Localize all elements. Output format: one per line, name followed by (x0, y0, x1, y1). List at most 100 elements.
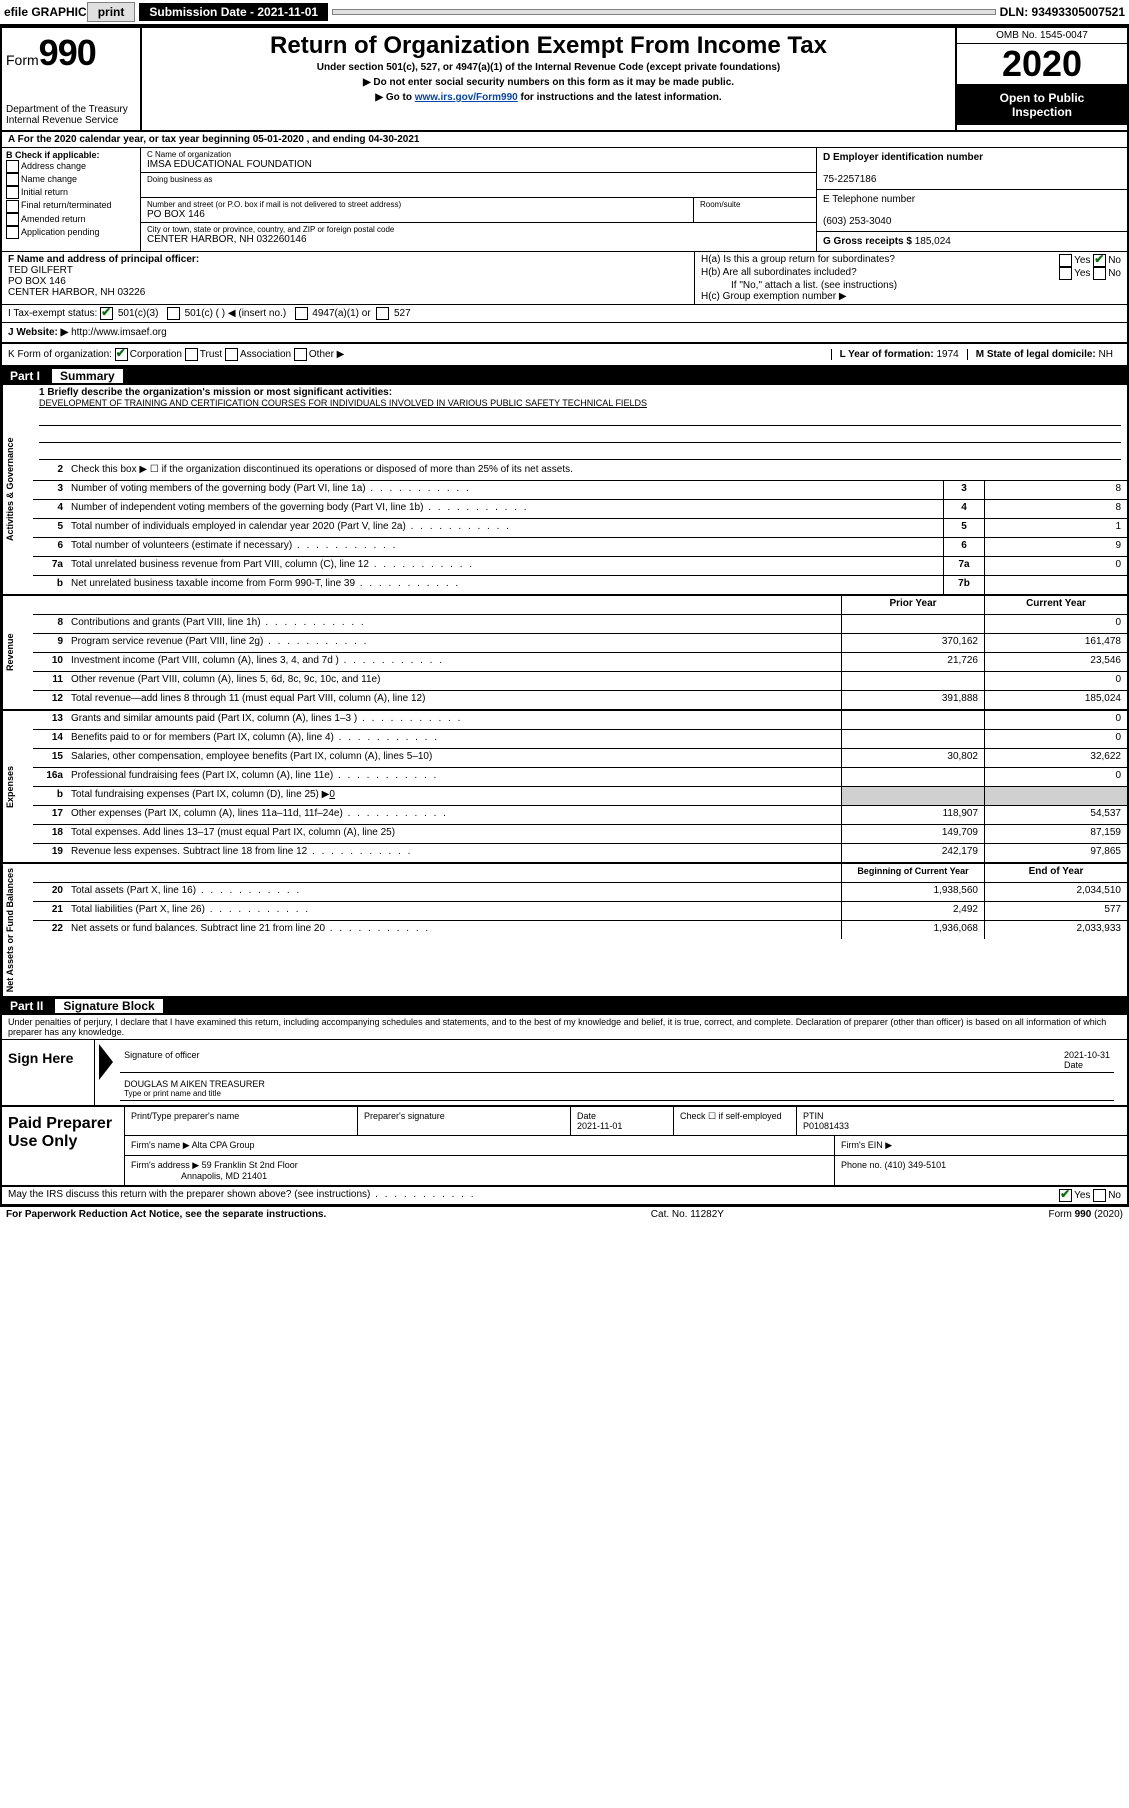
cb-4947[interactable] (295, 307, 308, 320)
sig-officer-lbl: Signature of officer (124, 1050, 199, 1070)
rev-col-hdr: Prior Year Current Year (33, 596, 1127, 615)
blank-line-2 (39, 428, 1121, 443)
form-title: Return of Organization Exempt From Incom… (150, 32, 947, 60)
hdr-end: End of Year (984, 864, 1127, 882)
row-7b: bNet unrelated business taxable income f… (33, 576, 1127, 594)
ptin-cell: PTINP01081433 (797, 1107, 1127, 1135)
p17: 118,907 (841, 806, 984, 824)
opt-final-return[interactable]: Final return/terminated (6, 199, 136, 212)
l14: Benefits paid to or for members (Part IX… (67, 730, 841, 748)
gov-sidelabel: Activities & Governance (2, 385, 33, 594)
l20: Total assets (Part X, line 16) (67, 883, 841, 901)
row-14: 14Benefits paid to or for members (Part … (33, 730, 1127, 749)
c16a: 0 (984, 768, 1127, 786)
l1-label: 1 Briefly describe the organization's mi… (39, 387, 392, 398)
c-name-cell: C Name of organization IMSA EDUCATIONAL … (141, 148, 816, 173)
row-a-period: A For the 2020 calendar year, or tax yea… (2, 132, 1127, 148)
l9: Program service revenue (Part VIII, line… (67, 634, 841, 652)
row-2: 2 Check this box ▶ ☐ if the organization… (33, 462, 1127, 481)
city-value: CENTER HARBOR, NH 032260146 (147, 234, 810, 245)
room-label: Room/suite (700, 200, 810, 209)
footer-line: For Paperwork Reduction Act Notice, see … (0, 1207, 1129, 1222)
l13: Grants and similar amounts paid (Part IX… (67, 711, 841, 729)
print-button[interactable]: print (87, 2, 136, 22)
c12: 185,024 (984, 691, 1127, 709)
cb-501c3[interactable] (100, 307, 113, 320)
phone-label: E Telephone number (823, 194, 915, 205)
c15: 32,622 (984, 749, 1127, 767)
goto-suffix: for instructions and the latest informat… (518, 92, 722, 103)
firm-phone: Phone no. (410) 349-5101 (835, 1156, 1127, 1185)
p12: 391,888 (841, 691, 984, 709)
form-container: Form990 Department of the Treasury Inter… (0, 26, 1129, 1207)
header-mid: Return of Organization Exempt From Incom… (142, 28, 955, 130)
arrow-icon (99, 1044, 113, 1080)
cb-trust[interactable] (185, 348, 198, 361)
irs-link[interactable]: www.irs.gov/Form990 (415, 92, 518, 103)
omb-number: OMB No. 1545-0047 (957, 28, 1127, 44)
cb-assoc[interactable] (225, 348, 238, 361)
section-revenue: Revenue Prior Year Current Year 8Contrib… (2, 596, 1127, 711)
ha-answer: Yes No (1059, 254, 1121, 267)
row-11: 11Other revenue (Part VIII, column (A), … (33, 672, 1127, 691)
l16b: Total fundraising expenses (Part IX, col… (67, 787, 841, 805)
room-cell: Room/suite (694, 198, 816, 222)
form-header: Form990 Department of the Treasury Inter… (2, 28, 1127, 132)
open-public: Open to Public Inspection (957, 85, 1127, 125)
l22: Net assets or fund balances. Subtract li… (67, 921, 841, 939)
mission-text: DEVELOPMENT OF TRAINING AND CERTIFICATIO… (39, 398, 647, 408)
k-label: K Form of organization: (8, 349, 112, 360)
row-16b: bTotal fundraising expenses (Part IX, co… (33, 787, 1127, 806)
other-label: Other ▶ (309, 349, 344, 360)
row-22: 22Net assets or fund balances. Subtract … (33, 921, 1127, 939)
ein-label: D Employer identification number (823, 152, 983, 163)
hdr-beg: Beginning of Current Year (841, 864, 984, 882)
dept-treasury: Department of the Treasury (6, 104, 136, 115)
l12: Total revenue—add lines 8 through 11 (mu… (67, 691, 841, 709)
tax-year: 2020 (957, 44, 1127, 85)
pp-row2: Firm's name ▶ Alta CPA Group Firm's EIN … (125, 1136, 1127, 1156)
p20: 1,938,560 (841, 883, 984, 901)
submission-date: Submission Date - 2021-11-01 (139, 3, 328, 21)
rev-sidelabel: Revenue (2, 596, 33, 709)
principal-officer: F Name and address of principal officer:… (2, 252, 695, 304)
state-domicile: M State of legal domicile: NH (967, 349, 1121, 360)
l21: Total liabilities (Part X, line 26) (67, 902, 841, 920)
527-label: 527 (394, 308, 411, 319)
opt-address-change[interactable]: Address change (6, 160, 136, 173)
cb-527[interactable] (376, 307, 389, 320)
opt-app-pending[interactable]: Application pending (6, 226, 136, 239)
cb-other[interactable] (294, 348, 307, 361)
cb-corp[interactable] (115, 348, 128, 361)
irs-label: Internal Revenue Service (6, 115, 136, 126)
sign-here-row: Sign Here Signature of officer 2021-10-3… (2, 1039, 1127, 1105)
blank-line-3 (39, 445, 1121, 460)
v5: 1 (984, 519, 1127, 537)
row-12: 12Total revenue—add lines 8 through 11 (… (33, 691, 1127, 709)
gross-label: G Gross receipts $ (823, 236, 915, 247)
officer-name-val: DOUGLAS M AIKEN TREASURER (124, 1079, 1110, 1089)
pp-date-cell: Date2021-11-01 (571, 1107, 674, 1135)
officer-name: TED GILFERT (8, 265, 73, 276)
c19: 97,865 (984, 844, 1127, 862)
v7a: 0 (984, 557, 1127, 575)
p9: 370,162 (841, 634, 984, 652)
p19: 242,179 (841, 844, 984, 862)
dba-cell: Doing business as (141, 173, 816, 198)
l7b-desc: Net unrelated business taxable income fr… (67, 576, 943, 594)
row-4: 4Number of independent voting members of… (33, 500, 1127, 519)
row-18: 18Total expenses. Add lines 13–17 (must … (33, 825, 1127, 844)
cb-501c[interactable] (167, 307, 180, 320)
p16b (841, 787, 984, 805)
row-16a: 16aProfessional fundraising fees (Part I… (33, 768, 1127, 787)
row-19: 19Revenue less expenses. Subtract line 1… (33, 844, 1127, 862)
section-netassets: Net Assets or Fund Balances Beginning of… (2, 864, 1127, 997)
opt-name-change[interactable]: Name change (6, 173, 136, 186)
opt-amended-return[interactable]: Amended return (6, 213, 136, 226)
row-20: 20Total assets (Part X, line 16) 1,938,5… (33, 883, 1127, 902)
phone-cell: E Telephone number (603) 253-3040 (817, 190, 1127, 232)
exp-sidelabel: Expenses (2, 711, 33, 862)
c21: 577 (984, 902, 1127, 920)
row-15: 15Salaries, other compensation, employee… (33, 749, 1127, 768)
opt-initial-return[interactable]: Initial return (6, 186, 136, 199)
